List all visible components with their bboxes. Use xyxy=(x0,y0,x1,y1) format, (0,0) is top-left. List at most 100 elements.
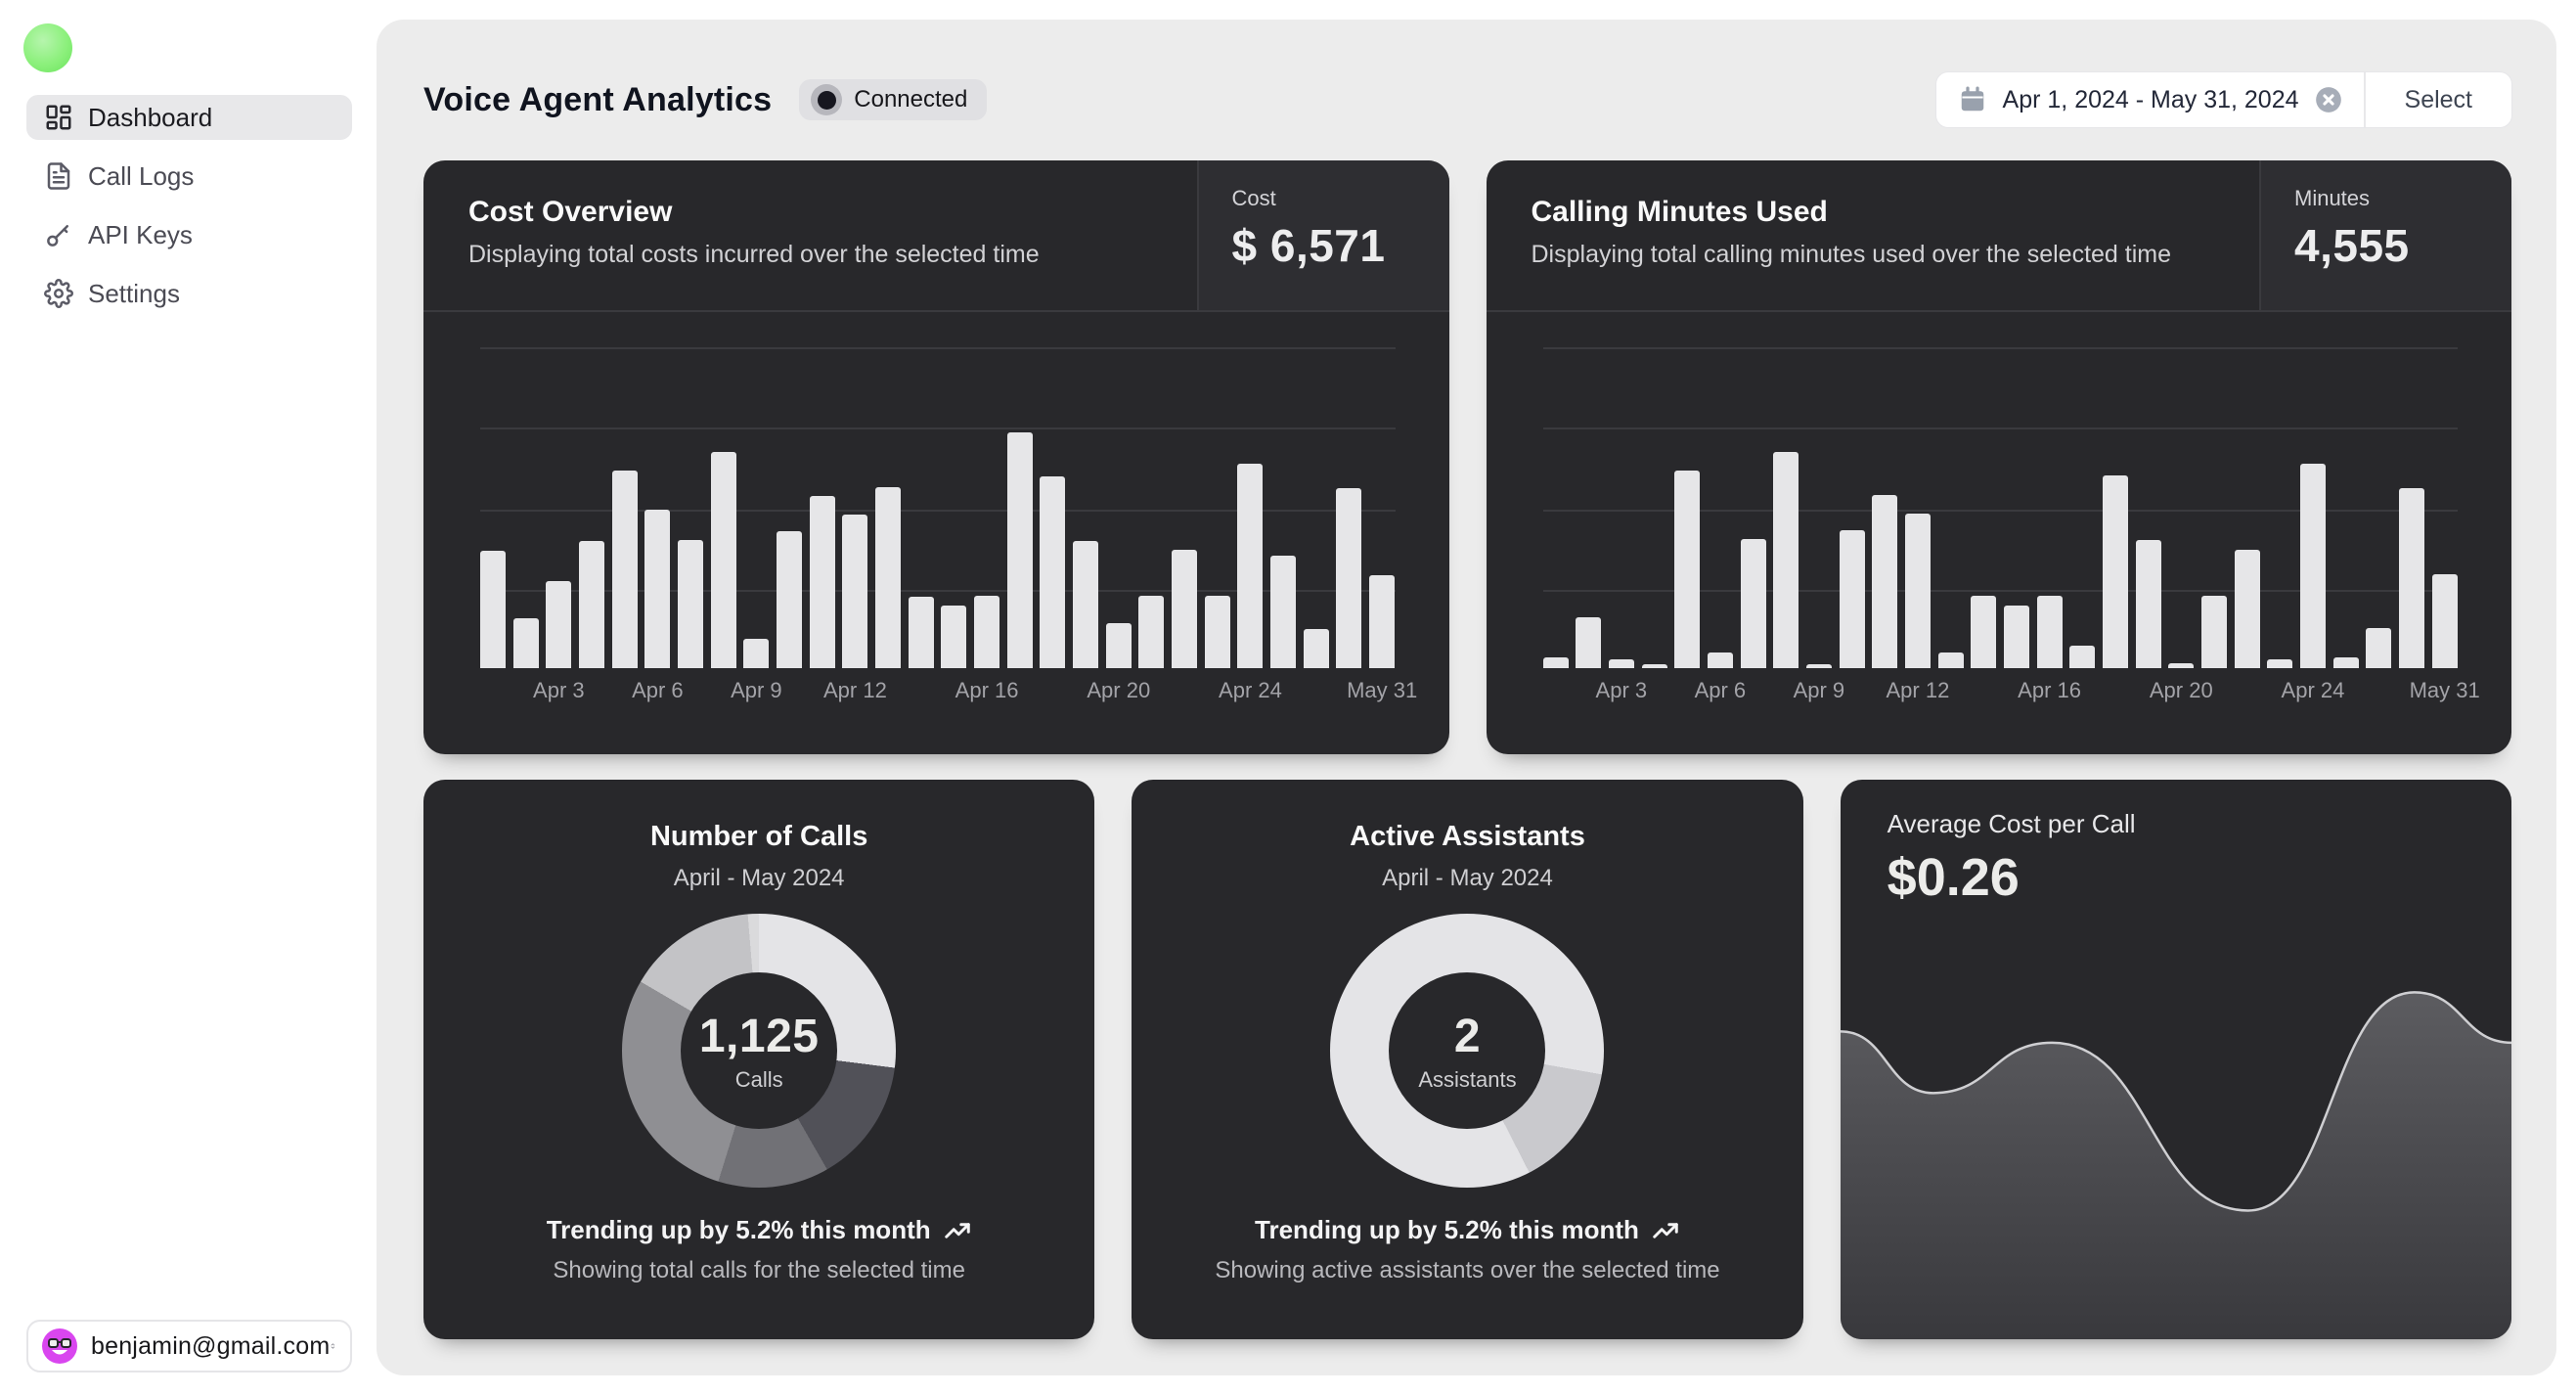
sidebar-item-settings[interactable]: Settings xyxy=(26,271,352,316)
sidebar-item-call-logs[interactable]: Call Logs xyxy=(26,154,352,199)
x-axis-tick xyxy=(1938,678,1964,703)
calls-card-subtitle: April - May 2024 xyxy=(673,865,845,891)
minutes-chart-x-axis: Apr 3 Apr 6 Apr 9 Apr 12 Apr 16 Apr 20 Apr 24 M… xyxy=(1543,678,2480,703)
bar xyxy=(1707,652,1733,668)
bar xyxy=(1204,596,1230,668)
bar xyxy=(1937,652,1964,668)
bar xyxy=(2332,656,2359,668)
x-axis-tick: Apr 6 xyxy=(632,678,684,702)
app-logo[interactable] xyxy=(23,23,72,72)
x-axis-tick: Apr 12 xyxy=(1886,678,1950,702)
sidebar-item-dashboard[interactable]: Dashboard xyxy=(26,95,352,140)
bar xyxy=(1740,538,1766,668)
bar xyxy=(2200,596,2227,668)
x-axis-tick xyxy=(1270,678,1296,703)
picker-divider xyxy=(2363,72,2366,127)
bar xyxy=(875,486,902,668)
main-panel: Voice Agent Analytics Connected Apr 1, 2… xyxy=(377,20,2556,1375)
bar xyxy=(2003,606,2029,668)
account-switcher[interactable]: benjamin@gmail.com xyxy=(26,1320,352,1372)
assistants-donut-chart: 2 Assistants xyxy=(1330,914,1605,1188)
bar xyxy=(1172,550,1198,668)
bar xyxy=(1872,494,1898,668)
assistants-card-subtitle: April - May 2024 xyxy=(1382,865,1553,891)
assistants-card-title: Active Assistants xyxy=(1350,821,1585,852)
calls-card-title: Number of Calls xyxy=(649,821,868,852)
bar xyxy=(941,606,967,668)
x-axis-tick: Apr 24 xyxy=(1219,678,1282,702)
avg-cost-area-chart xyxy=(1840,991,2511,1339)
x-axis-tick xyxy=(678,678,703,703)
x-axis-tick xyxy=(2366,678,2391,703)
x-axis-tick: Apr 12 xyxy=(822,678,887,702)
bar xyxy=(1237,463,1264,668)
bar xyxy=(809,495,835,668)
assistants-total: 2 xyxy=(1453,1010,1482,1062)
bar xyxy=(743,638,770,668)
bar xyxy=(678,539,704,668)
bar xyxy=(480,551,506,668)
x-axis-tick: Apr 9 xyxy=(731,678,782,702)
bar xyxy=(1270,556,1297,668)
calendar-icon xyxy=(1961,86,1983,112)
calls-trend-text: Trending up by 5.2% this month xyxy=(546,1215,931,1244)
x-axis-tick xyxy=(777,678,802,703)
sidebar-item-api-keys[interactable]: API Keys xyxy=(26,212,352,257)
x-axis-tick xyxy=(480,678,506,703)
x-axis-tick xyxy=(1304,678,1329,703)
x-axis-tick: May 31 xyxy=(1347,678,1418,702)
cost-overview-card: Cost Overview Displaying total costs inc… xyxy=(423,160,1449,754)
x-axis-tick xyxy=(2333,678,2359,703)
date-range-display[interactable]: Apr 1, 2024 - May 31, 2024 xyxy=(1936,85,2364,114)
x-axis-tick xyxy=(2235,678,2260,703)
bar xyxy=(1904,513,1931,668)
avg-cost-value: $0.26 xyxy=(1887,848,2020,907)
x-axis-tick: Apr 3 xyxy=(533,678,585,702)
bar xyxy=(512,618,539,668)
active-assistants-card: Active Assistants April - May 2024 2 Ass… xyxy=(1132,780,1803,1339)
date-range-picker: Apr 1, 2024 - May 31, 2024 Select xyxy=(1935,72,2511,127)
x-axis-tick xyxy=(579,678,604,703)
bar xyxy=(1040,476,1066,668)
x-axis-tick xyxy=(875,678,901,703)
assistants-caption: Showing active assistants over the selec… xyxy=(1215,1257,1720,1283)
gear-icon xyxy=(44,279,73,308)
x-axis-tick: May 31 xyxy=(2409,678,2480,702)
x-axis-tick: Apr 9 xyxy=(1793,678,1845,702)
cost-card-subtitle: Displaying total costs incurred over the… xyxy=(468,241,1040,268)
bar xyxy=(1608,658,1634,668)
x-axis-tick: Apr 3 xyxy=(1595,678,1648,702)
x-axis-tick xyxy=(1642,678,1667,703)
minutes-stat-value: 4,555 xyxy=(2294,220,2410,271)
avg-cost-label: Average Cost per Call xyxy=(1887,809,2136,838)
bar xyxy=(1542,656,1569,668)
key-icon xyxy=(47,225,68,247)
bar xyxy=(2234,549,2260,668)
x-axis-tick: Apr 20 xyxy=(2149,678,2213,702)
user-avatar xyxy=(42,1328,77,1364)
bar xyxy=(1773,451,1799,668)
x-axis-tick xyxy=(1971,678,1996,703)
bar xyxy=(1303,628,1329,668)
average-cost-card: Average Cost per Call $0.26 xyxy=(1840,780,2511,1339)
sidebar-nav: Dashboard Call Logs API Keys Settings xyxy=(26,95,352,316)
minutes-stat-label: Minutes xyxy=(2294,186,2371,210)
bar xyxy=(1674,471,1701,668)
select-date-button[interactable]: Select xyxy=(2404,85,2472,113)
file-text-icon xyxy=(47,162,70,190)
bar xyxy=(546,580,572,668)
bar xyxy=(974,596,1000,668)
bar xyxy=(908,597,934,668)
page-title: Voice Agent Analytics xyxy=(423,80,773,118)
calls-donut-chart: 1,125 Calls xyxy=(622,914,897,1188)
sidebar-item-label: Settings xyxy=(88,278,180,308)
x-axis-tick xyxy=(1543,678,1569,703)
minutes-bar-chart xyxy=(1542,347,2458,668)
clear-date-icon[interactable] xyxy=(2315,86,2342,113)
bar xyxy=(1336,488,1362,668)
sidebar-item-label: Dashboard xyxy=(88,102,213,132)
minutes-stat-box: Minutes 4,555 xyxy=(2259,160,2511,310)
x-axis-tick xyxy=(909,678,934,703)
user-email: benjamin@gmail.com xyxy=(91,1331,331,1360)
date-range-text: Apr 1, 2024 - May 31, 2024 xyxy=(2002,85,2299,113)
